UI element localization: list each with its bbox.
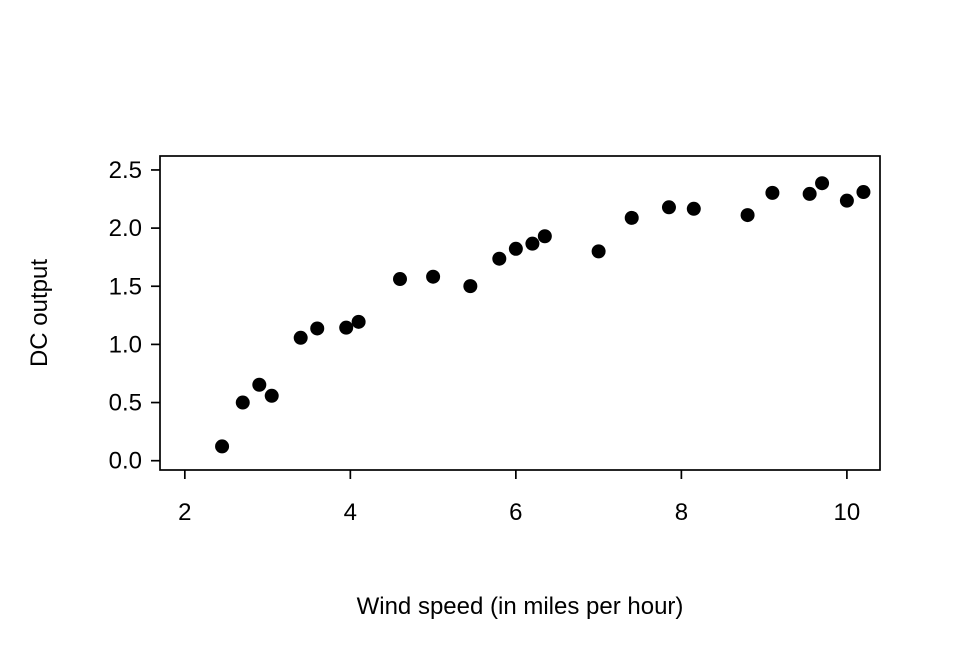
data-point <box>264 388 279 403</box>
y-tick-label: 1.5 <box>109 273 142 300</box>
data-point <box>802 186 817 201</box>
x-tick-label: 2 <box>178 499 191 526</box>
data-point <box>537 229 552 244</box>
data-point <box>624 210 639 225</box>
data-point <box>339 320 354 335</box>
data-point <box>310 321 325 336</box>
data-point <box>393 272 407 287</box>
data-point <box>426 269 441 284</box>
data-point <box>591 244 606 259</box>
y-tick-label: 0.0 <box>109 448 142 475</box>
data-point <box>215 439 230 454</box>
data-point <box>525 236 540 251</box>
data-point <box>856 185 871 200</box>
x-tick-label: 8 <box>675 499 688 526</box>
x-tick-label: 6 <box>509 499 522 526</box>
data-point <box>661 200 676 215</box>
data-point <box>765 185 780 200</box>
y-tick-label: 0.5 <box>109 390 142 417</box>
data-point <box>235 395 250 410</box>
y-tick-label: 2.0 <box>109 215 142 242</box>
data-point <box>351 314 366 329</box>
data-point <box>686 201 701 216</box>
x-tick-label: 10 <box>834 499 861 526</box>
data-point <box>463 279 478 294</box>
x-tick-label: 4 <box>344 499 357 526</box>
data-point <box>508 241 523 256</box>
data-point <box>492 251 507 266</box>
x-axis-title: Wind speed (in miles per hour) <box>356 593 684 620</box>
plot-box <box>159 155 881 471</box>
y-tick-label: 2.5 <box>109 157 142 184</box>
y-axis-title: DC output <box>26 258 53 368</box>
data-point <box>252 377 267 392</box>
data-point <box>839 193 854 208</box>
data-point <box>815 176 830 191</box>
data-point <box>740 208 755 223</box>
y-tick-label: 1.0 <box>109 331 142 358</box>
data-point <box>293 330 308 345</box>
